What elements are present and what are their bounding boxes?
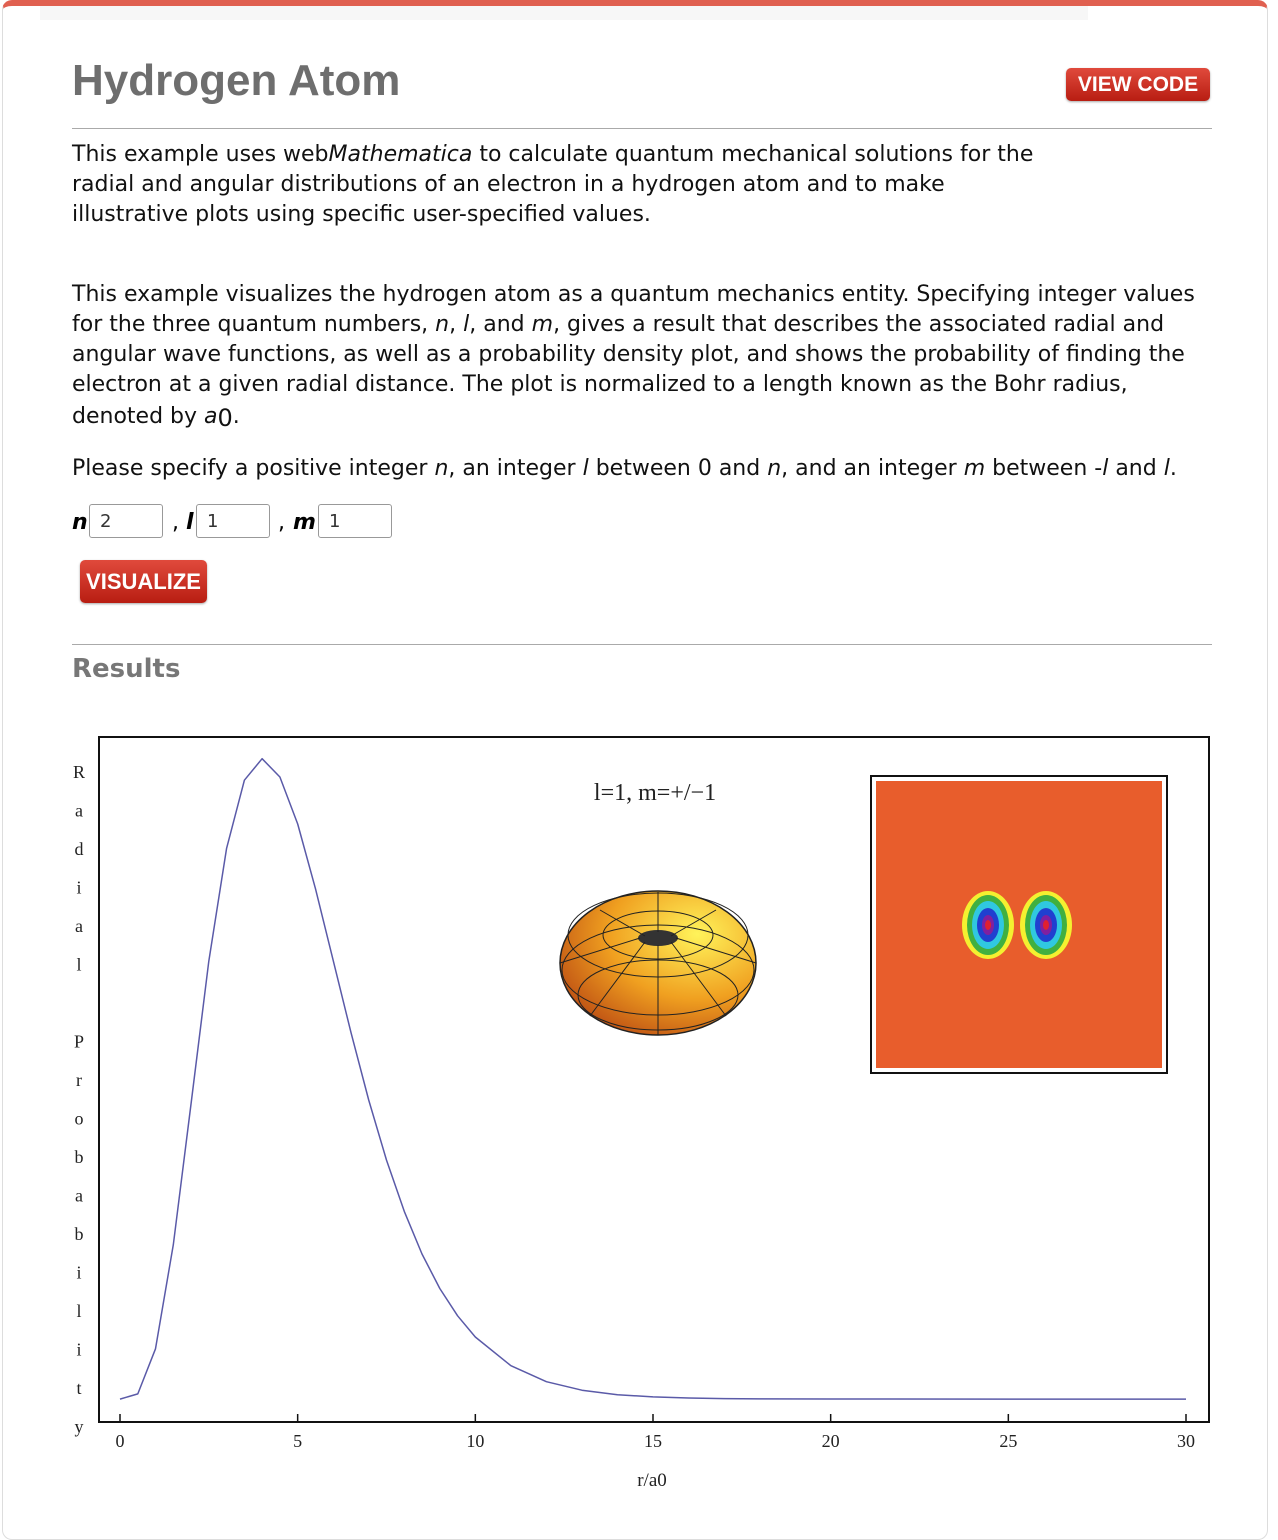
page-title: Hydrogen Atom bbox=[72, 56, 401, 105]
divider bbox=[72, 644, 1212, 645]
text: m bbox=[531, 312, 554, 337]
separator: , bbox=[172, 510, 179, 535]
x-tick-label: 25 bbox=[999, 1431, 1017, 1451]
text: . bbox=[232, 404, 240, 429]
text: 0 bbox=[217, 404, 233, 432]
text: to calculate quantum mechanical solution… bbox=[72, 142, 1034, 227]
instruction-paragraph: Please specify a positive integer n, an … bbox=[72, 454, 1202, 484]
text: between - bbox=[985, 456, 1103, 481]
x-tick-label: 10 bbox=[466, 1431, 484, 1451]
description-paragraph: This example visualizes the hydrogen ato… bbox=[72, 280, 1202, 432]
text: Please specify a positive integer bbox=[72, 456, 435, 481]
visualize-button[interactable]: VISUALIZE bbox=[80, 560, 207, 603]
top-bar bbox=[40, 6, 1088, 20]
torus-image bbox=[559, 890, 757, 1036]
text: This example visualizes the hydrogen ato… bbox=[72, 282, 1195, 337]
x-tick-label: 15 bbox=[644, 1431, 662, 1451]
text: l bbox=[582, 456, 589, 481]
field-label: m bbox=[293, 510, 316, 535]
field-label: l bbox=[186, 510, 194, 535]
text: , bbox=[449, 312, 464, 337]
x-tick-label: 30 bbox=[1177, 1431, 1195, 1451]
x-tick-label: 0 bbox=[116, 1431, 125, 1451]
separator: , bbox=[278, 510, 285, 535]
x-axis-label: r/a0 bbox=[637, 1470, 667, 1491]
text: between 0 and bbox=[588, 456, 768, 481]
text: , and an integer bbox=[781, 456, 964, 481]
text-input[interactable]: 2 bbox=[89, 504, 163, 538]
text: . bbox=[1169, 456, 1177, 481]
text: and bbox=[1108, 456, 1164, 481]
density-image bbox=[870, 775, 1168, 1074]
text: n bbox=[434, 456, 449, 481]
text: l bbox=[1102, 456, 1109, 481]
view-code-button[interactable]: VIEW CODE bbox=[1066, 68, 1210, 101]
text: , and bbox=[469, 312, 532, 337]
text-input[interactable]: 1 bbox=[318, 504, 392, 538]
text: , an integer bbox=[448, 456, 583, 481]
text: Mathematica bbox=[328, 142, 473, 167]
text: a bbox=[204, 404, 218, 429]
text: , gives a result that describes the asso… bbox=[72, 312, 1185, 429]
chart: 0 5 10 15 20 25 30 r/a0 Radial Probability l=1, m… bbox=[69, 736, 1210, 1491]
text: l bbox=[463, 312, 470, 337]
x-tick-label: 20 bbox=[822, 1431, 840, 1451]
annotation: l=1, m=+/−1 bbox=[594, 780, 716, 806]
text: n bbox=[767, 456, 782, 481]
text: m bbox=[963, 456, 986, 481]
text: n bbox=[435, 312, 450, 337]
x-tick-label: 5 bbox=[293, 1431, 302, 1451]
field-label: n bbox=[72, 510, 88, 535]
text: This example uses web bbox=[72, 142, 329, 167]
text-input[interactable]: 1 bbox=[196, 504, 270, 538]
text: l bbox=[1163, 456, 1170, 481]
intro-paragraph: This example uses webMathematica to calc… bbox=[72, 140, 1052, 230]
divider bbox=[72, 128, 1212, 129]
y-axis-label: Radial Probability bbox=[69, 762, 89, 1455]
data-line bbox=[119, 757, 1186, 1400]
results-heading: Results bbox=[72, 654, 181, 684]
